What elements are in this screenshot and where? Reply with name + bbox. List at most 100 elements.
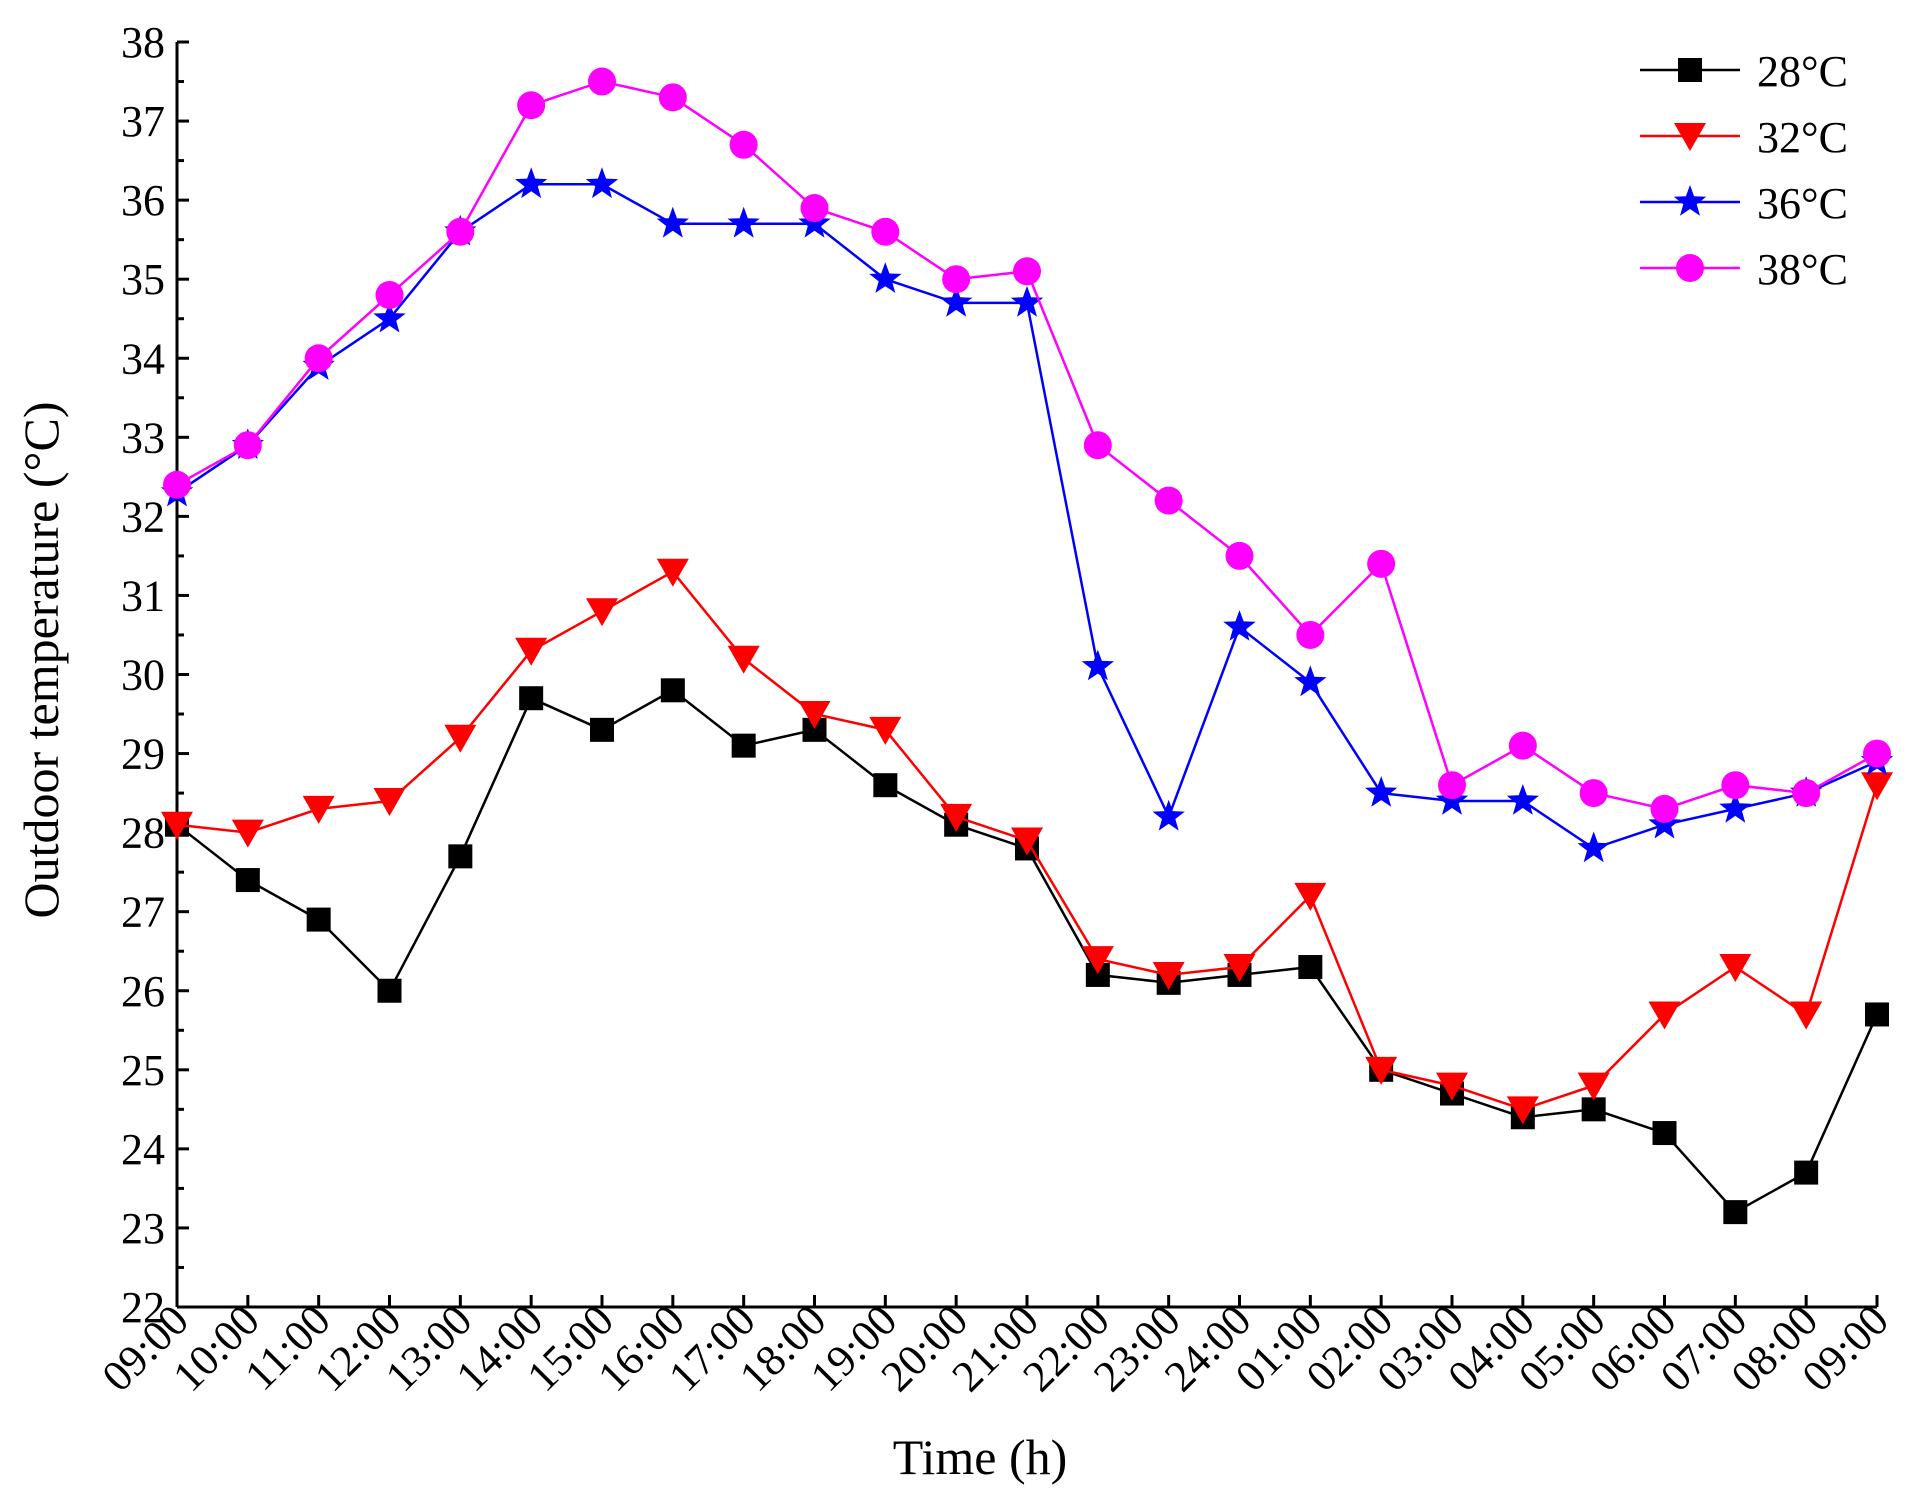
series-1 [161, 558, 1893, 1125]
series-3 [163, 67, 1891, 823]
data-point [517, 91, 546, 120]
data-point [233, 431, 262, 460]
data-point [940, 285, 973, 317]
data-point [1011, 827, 1043, 856]
data-point [869, 262, 902, 293]
legend-marker [1674, 123, 1706, 151]
data-point [656, 206, 689, 238]
data-point [373, 788, 406, 816]
data-point [1296, 620, 1325, 649]
data-point [1790, 1001, 1823, 1030]
data-point [1577, 1072, 1610, 1101]
data-point [798, 701, 831, 730]
data-point [800, 194, 829, 223]
data-point [1861, 772, 1893, 801]
x-axis-ticks: 09:0010:0011:0012:0013:0014:0015:0016:00… [93, 1295, 1898, 1401]
data-point [1648, 1001, 1681, 1030]
data-point [163, 470, 191, 499]
data-point [798, 206, 831, 238]
data-point [377, 978, 402, 1003]
data-point [1863, 739, 1891, 768]
data-point [444, 724, 477, 753]
data-point [590, 717, 614, 742]
legend-item: 38°C [1640, 245, 1848, 294]
y-tick-label: 37 [121, 97, 165, 146]
legend-label: 32°C [1757, 113, 1848, 162]
y-tick-label: 22 [121, 1283, 165, 1332]
data-point [302, 795, 335, 824]
data-point [1652, 1121, 1677, 1146]
data-point [1367, 549, 1396, 578]
data-point [1506, 784, 1539, 815]
y-tick-label: 33 [121, 413, 165, 462]
data-point [731, 733, 756, 758]
y-tick-label: 27 [121, 888, 165, 937]
y-tick-label: 23 [121, 1204, 165, 1253]
data-point [1723, 1200, 1748, 1225]
data-point [1298, 955, 1323, 980]
data-point [1013, 257, 1041, 286]
data-point [873, 773, 898, 798]
y-tick-label: 38 [121, 18, 165, 67]
data-point [1721, 771, 1750, 800]
data-point [1650, 794, 1679, 823]
legend-marker [1673, 185, 1707, 216]
y-tick-label: 35 [121, 255, 165, 304]
data-point [1152, 961, 1185, 990]
data-point [1152, 799, 1185, 831]
data-point [1438, 771, 1466, 800]
data-point [1225, 541, 1254, 570]
data-point [1579, 779, 1608, 808]
data-point [729, 130, 758, 159]
y-tick-label: 32 [121, 492, 165, 541]
data-point [304, 344, 333, 373]
data-point [1508, 731, 1537, 760]
data-point [1081, 946, 1114, 975]
data-point [1294, 665, 1327, 697]
data-point [375, 281, 404, 309]
data-point [515, 637, 548, 666]
y-tick-label: 25 [121, 1046, 165, 1095]
legend-label: 36°C [1757, 179, 1848, 228]
data-point [1719, 791, 1752, 823]
data-point [1719, 954, 1752, 983]
data-point [871, 217, 900, 246]
data-point [231, 819, 264, 848]
data-point [1223, 954, 1256, 983]
data-point [1506, 1096, 1539, 1125]
y-tick-label: 28 [121, 809, 165, 858]
y-axis-ticks: 22 23 24 25 26 27 28 29 30 31 32 33 34 35 36 37 38 [121, 18, 189, 1332]
y-tick-label: 29 [121, 730, 165, 779]
data-point [1223, 610, 1256, 641]
data-point [1365, 776, 1398, 807]
data-point [727, 206, 760, 238]
y-axis-label: Outdoor temperature (°C) [13, 401, 69, 918]
data-point [1081, 649, 1114, 681]
data-point [658, 83, 687, 112]
y-tick-label: 26 [121, 967, 165, 1016]
data-point [585, 167, 619, 199]
data-point [1648, 807, 1681, 839]
data-point [1083, 431, 1112, 460]
data-point [1865, 1002, 1889, 1027]
y-tick-label: 36 [121, 176, 165, 225]
y-tick-label: 34 [121, 334, 165, 383]
data-point [515, 167, 548, 199]
data-point [660, 678, 685, 703]
data-point [519, 686, 544, 711]
series-layer [160, 67, 1894, 1225]
data-point [1792, 779, 1821, 808]
y-tick-label: 31 [121, 571, 165, 620]
data-point [161, 811, 193, 840]
series-0 [165, 678, 1889, 1225]
data-point [586, 598, 618, 627]
data-point [448, 844, 473, 869]
data-point [942, 265, 971, 294]
y-tick-label: 30 [121, 651, 165, 700]
data-point [656, 558, 689, 587]
legend-item: 36°C [1640, 179, 1848, 228]
data-point [373, 301, 406, 333]
data-point [306, 907, 331, 932]
legend: 28°C 32°C 36°C 38°C [1640, 47, 1848, 294]
